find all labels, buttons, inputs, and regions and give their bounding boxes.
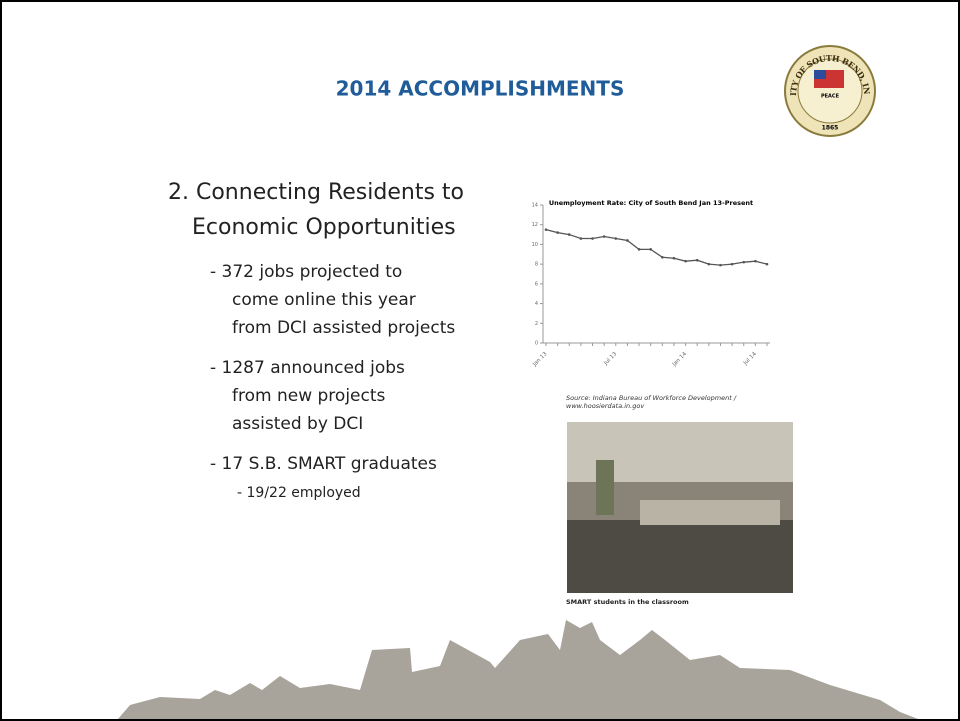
seal-motto: PEACE [821,94,840,100]
point [649,248,652,251]
bullet-line: - 1287 announced jobs [210,358,405,378]
point [638,248,641,251]
point [696,259,699,262]
point [603,235,606,238]
photo-desks [640,500,780,525]
slide-title: 2014 ACCOMPLISHMENTS [336,77,625,101]
source-note: www.hoosierdata.in.gov [566,402,644,410]
y-tick-label: 4 [535,301,538,307]
point [719,264,722,267]
bullet-line: from DCI assisted projects [232,318,455,338]
y-tick-label: 10 [532,242,538,248]
point [754,260,757,263]
bullet-line: come online this year [232,290,416,310]
point [556,231,559,234]
photo-person [596,460,614,515]
photo-caption: SMART students in the classroom [566,598,689,606]
bullet-line: - 372 jobs projected to [210,262,402,282]
point [673,257,676,260]
point [626,239,629,242]
point [661,256,664,259]
y-tick-label: 0 [535,341,538,347]
bullet-heading: 2. Connecting Residents to [168,180,464,205]
bullet-line: - 17 S.B. SMART graduates [210,454,437,474]
slide: 2014 ACCOMPLISHMENTS THE CITY OF SOUTH B… [0,0,960,721]
point [580,237,583,240]
point [591,237,594,240]
point [742,261,745,264]
source-note: Source: Indiana Bureau of Workforce Deve… [566,394,737,402]
bullet-heading: Economic Opportunities [192,215,456,240]
bullet-line: assisted by DCI [232,414,363,434]
point [545,228,548,231]
y-tick-label: 6 [535,281,538,287]
point [731,263,734,266]
point [614,237,617,240]
y-tick-label: 14 [532,203,538,209]
seal-flag-canton [814,70,826,79]
point [766,263,769,266]
point [708,263,711,266]
seal-year: 1865 [822,125,839,132]
y-tick-label: 8 [535,262,538,268]
bullet-line: from new projects [232,386,386,406]
photo-floor [567,520,793,593]
sub-bullet-line: - 19/22 employed [237,485,361,501]
y-tick-label: 12 [532,222,538,228]
photo [567,422,793,593]
y-tick-label: 2 [535,321,538,327]
point [684,260,687,263]
point [568,233,571,236]
chart-title: Unemployment Rate: City of South Bend Ja… [549,199,753,207]
